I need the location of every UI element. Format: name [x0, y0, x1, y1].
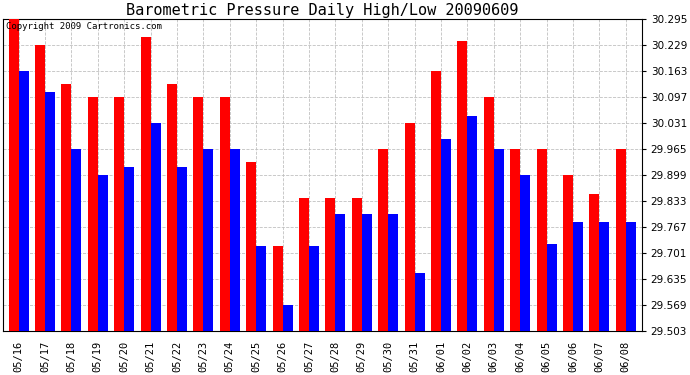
Bar	[352, 198, 362, 331]
Bar	[193, 97, 204, 331]
Bar	[8, 19, 19, 331]
Bar	[114, 97, 124, 331]
Bar	[362, 214, 372, 331]
Bar	[388, 214, 398, 331]
Bar	[378, 149, 388, 331]
Bar	[326, 198, 335, 331]
Bar	[589, 194, 600, 331]
Bar	[19, 71, 29, 331]
Bar	[335, 214, 346, 331]
Bar	[615, 149, 626, 331]
Bar	[309, 246, 319, 331]
Bar	[72, 149, 81, 331]
Bar	[520, 175, 531, 331]
Bar	[510, 149, 520, 331]
Bar	[246, 162, 256, 331]
Bar	[220, 97, 230, 331]
Bar	[273, 246, 283, 331]
Bar	[45, 92, 55, 331]
Text: Copyright 2009 Cartronics.com: Copyright 2009 Cartronics.com	[6, 22, 162, 31]
Bar	[150, 123, 161, 331]
Bar	[299, 198, 309, 331]
Bar	[563, 175, 573, 331]
Bar	[415, 273, 424, 331]
Bar	[537, 149, 546, 331]
Bar	[177, 167, 187, 331]
Bar	[431, 71, 441, 331]
Bar	[141, 37, 150, 331]
Bar	[457, 40, 467, 331]
Bar	[573, 222, 583, 331]
Bar	[230, 149, 240, 331]
Bar	[256, 246, 266, 331]
Bar	[167, 84, 177, 331]
Bar	[546, 244, 557, 331]
Bar	[88, 97, 98, 331]
Bar	[441, 139, 451, 331]
Bar	[404, 123, 415, 331]
Bar	[124, 167, 135, 331]
Bar	[35, 45, 45, 331]
Bar	[204, 149, 213, 331]
Bar	[484, 97, 494, 331]
Title: Barometric Pressure Daily High/Low 20090609: Barometric Pressure Daily High/Low 20090…	[126, 3, 518, 18]
Bar	[494, 149, 504, 331]
Bar	[283, 305, 293, 331]
Bar	[600, 222, 609, 331]
Bar	[98, 175, 108, 331]
Bar	[626, 222, 636, 331]
Bar	[61, 84, 72, 331]
Bar	[467, 116, 477, 331]
